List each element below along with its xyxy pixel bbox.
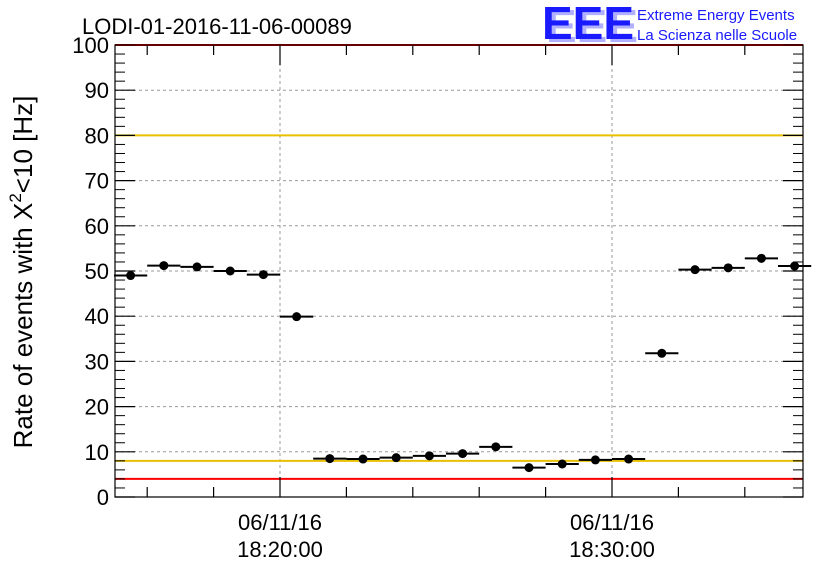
data-points	[114, 253, 812, 473]
data-point	[678, 265, 712, 275]
data-point	[479, 442, 513, 452]
marker	[325, 454, 335, 464]
marker	[424, 451, 434, 461]
marker	[756, 253, 766, 263]
data-point	[744, 253, 778, 263]
marker	[690, 265, 700, 275]
marker	[258, 270, 268, 280]
y-tick-label: 90	[85, 78, 109, 103]
data-point	[147, 261, 181, 271]
logo-line-1: Extreme Energy Events	[637, 7, 795, 24]
y-axis-label: Rate of events with X2<10 [Hz]	[6, 96, 38, 449]
marker	[159, 261, 169, 271]
marker	[657, 348, 667, 358]
reference-lines	[115, 44, 803, 480]
x-tick-label-date: 06/11/16	[238, 510, 322, 535]
y-tick-label: 100	[72, 33, 109, 58]
data-point	[246, 270, 280, 280]
x-tick-label-time: 18:30:00	[569, 537, 655, 562]
data-point	[213, 266, 247, 276]
marker	[458, 449, 468, 459]
marker	[391, 453, 401, 463]
y-axis-label-sup: 2	[6, 193, 25, 202]
data-point	[612, 454, 646, 464]
y-tick-label: 40	[85, 304, 109, 329]
y-axis: 0 10 20 30 40 50 60 70 80 90 100	[72, 33, 803, 510]
y-tick-label: 0	[97, 485, 109, 510]
y-tick-label: 20	[85, 395, 109, 420]
marker	[723, 263, 733, 273]
data-point	[313, 454, 347, 464]
data-point	[379, 453, 413, 463]
marker	[524, 463, 534, 473]
marker	[624, 454, 634, 464]
marker	[225, 266, 235, 276]
data-point	[545, 459, 579, 469]
y-tick-label: 50	[85, 259, 109, 284]
y-tick-label: 70	[85, 169, 109, 194]
marker	[192, 262, 202, 272]
data-point	[778, 261, 812, 271]
data-point	[645, 348, 679, 358]
data-point	[512, 463, 546, 473]
data-point	[346, 454, 380, 464]
logo-line-2: La Scienza nelle Scuole	[637, 27, 797, 44]
data-point	[114, 271, 148, 281]
marker	[292, 312, 302, 322]
y-tick-label: 30	[85, 349, 109, 374]
x-tick-label-time: 18:20:00	[237, 537, 323, 562]
data-point	[711, 263, 745, 273]
y-tick-label: 10	[85, 440, 109, 465]
marker	[126, 271, 136, 281]
y-tick-label: 60	[85, 214, 109, 239]
marker	[557, 459, 567, 469]
y-tick-label: 80	[85, 123, 109, 148]
marker	[790, 261, 800, 271]
data-point	[578, 455, 612, 465]
data-point	[280, 312, 314, 322]
marker	[491, 442, 501, 452]
eee-logo: EEE EEE Extreme Energy Events La Scienza…	[542, 0, 797, 52]
chart-title: LODI-01-2016-11-06-00089	[82, 14, 352, 39]
data-point	[446, 449, 480, 459]
logo-mark-shadow: EEE	[546, 0, 638, 52]
y-axis-label-suffix: <10 [Hz]	[8, 96, 38, 194]
x-tick-label-date: 06/11/16	[570, 510, 654, 535]
logo-mark: EEE	[542, 0, 634, 49]
data-point	[412, 451, 446, 461]
marker	[358, 454, 368, 464]
y-axis-label-prefix: Rate of events with X	[8, 203, 38, 449]
marker	[590, 455, 600, 465]
data-point	[180, 262, 214, 272]
